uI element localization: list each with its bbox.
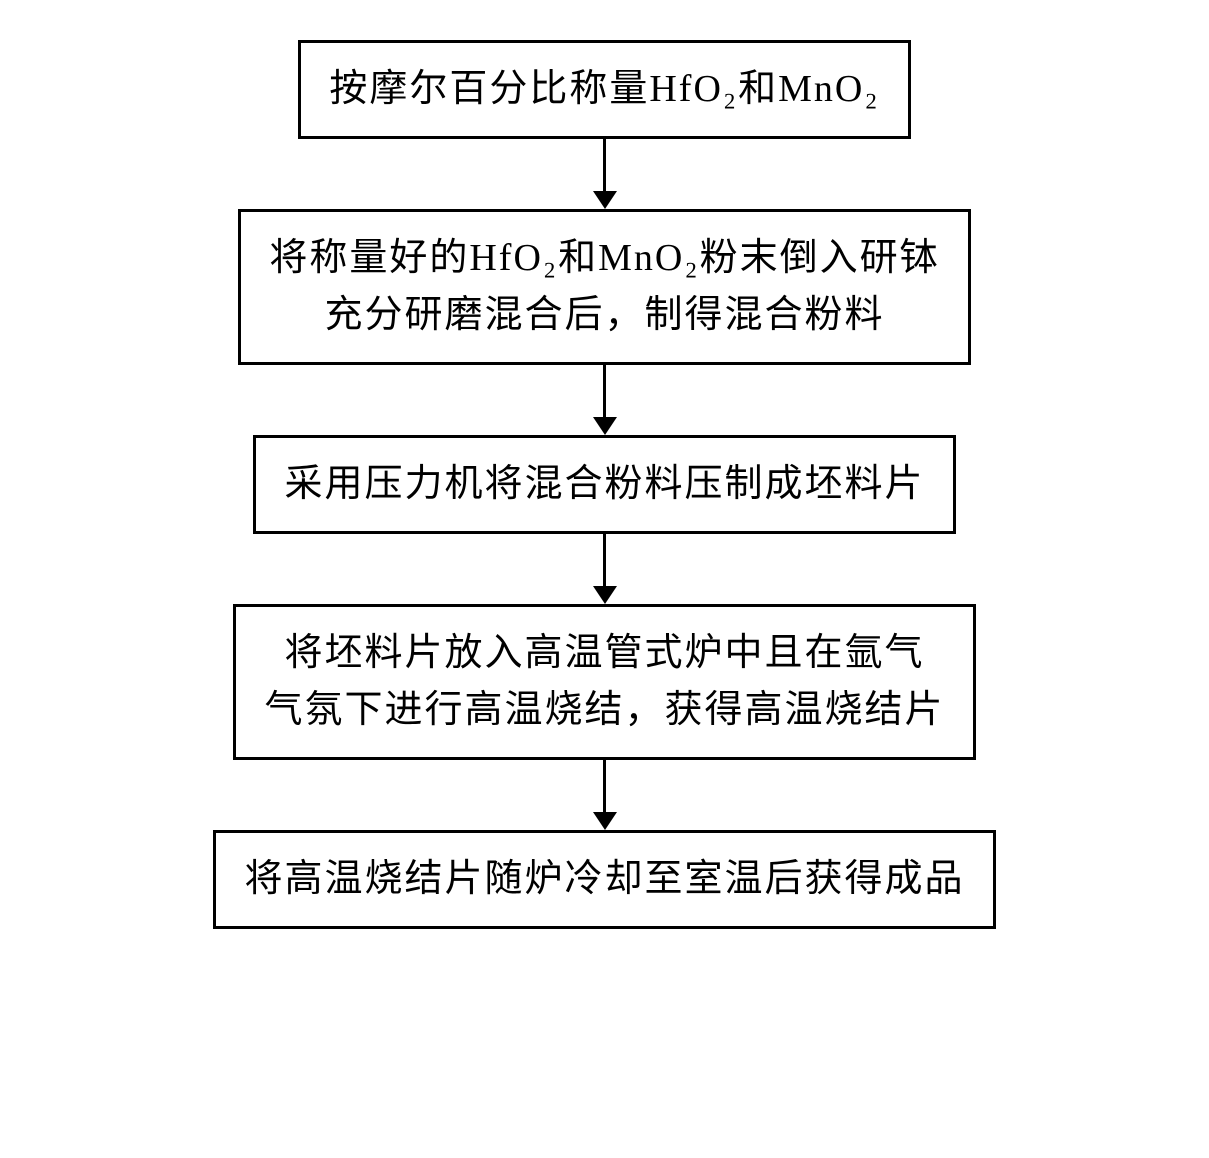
arrow-4 <box>593 760 617 830</box>
step-text-line-2: 气氛下进行高温烧结，获得高温烧结片 <box>264 689 944 731</box>
arrow-line <box>603 534 606 586</box>
arrow-line <box>603 365 606 417</box>
flowchart-container: 按摩尔百分比称量HfO₂和MnO₂ 将称量好的HfO₂和MnO₂粉末倒入研钵 充… <box>55 40 1155 929</box>
arrow-head-icon <box>593 812 617 830</box>
arrow-head-icon <box>593 417 617 435</box>
flowchart-step-5: 将高温烧结片随炉冷却至室温后获得成品 <box>213 830 995 929</box>
flowchart-step-1: 按摩尔百分比称量HfO₂和MnO₂ <box>298 40 910 139</box>
arrow-3 <box>593 534 617 604</box>
arrow-line <box>603 139 606 191</box>
step-text: 采用压力机将混合粉料压制成坯料片 <box>284 463 924 505</box>
step-text: 按摩尔百分比称量HfO₂和MnO₂ <box>329 68 879 110</box>
step-text-line-1: 将坯料片放入高温管式炉中且在氩气 <box>284 632 924 674</box>
arrow-head-icon <box>593 191 617 209</box>
flowchart-step-4: 将坯料片放入高温管式炉中且在氩气 气氛下进行高温烧结，获得高温烧结片 <box>233 604 975 760</box>
flowchart-step-3: 采用压力机将混合粉料压制成坯料片 <box>253 435 955 534</box>
flowchart-step-2: 将称量好的HfO₂和MnO₂粉末倒入研钵 充分研磨混合后，制得混合粉料 <box>238 209 970 365</box>
arrow-1 <box>593 139 617 209</box>
step-text-line-2: 充分研磨混合后，制得混合粉料 <box>324 294 884 336</box>
step-text-line-1: 将称量好的HfO₂和MnO₂粉末倒入研钵 <box>269 237 939 279</box>
arrow-head-icon <box>593 586 617 604</box>
arrow-line <box>603 760 606 812</box>
step-text: 将高温烧结片随炉冷却至室温后获得成品 <box>244 858 964 900</box>
arrow-2 <box>593 365 617 435</box>
